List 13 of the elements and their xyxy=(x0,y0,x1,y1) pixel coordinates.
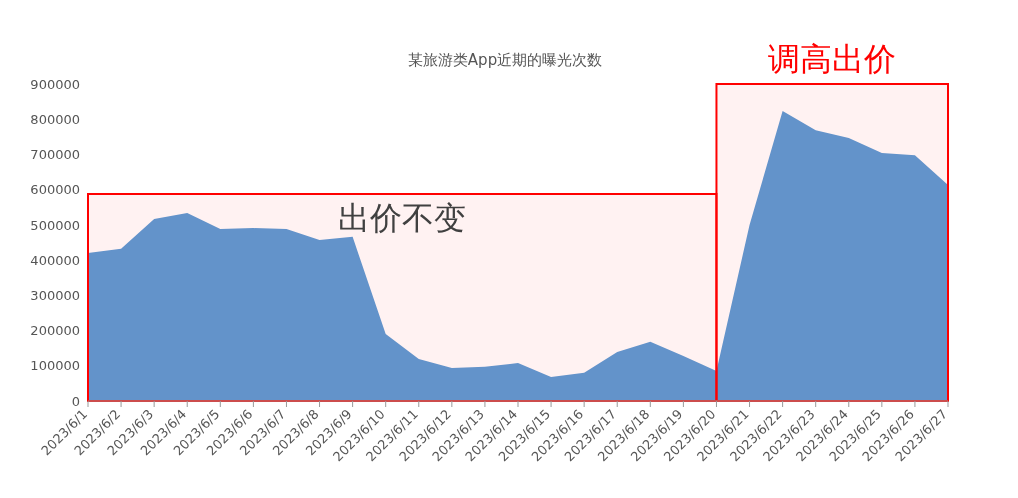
y-tick-label: 900000 xyxy=(30,76,80,92)
y-tick-label: 100000 xyxy=(30,358,80,374)
chart-title: 某旅游类App近期的曝光次数 xyxy=(407,51,603,69)
y-tick-label: 0 xyxy=(71,393,80,409)
y-tick-label: 300000 xyxy=(30,287,80,303)
band-label: 出价不变 xyxy=(338,198,467,237)
y-tick-label: 200000 xyxy=(30,323,80,339)
band-label: 调高出价 xyxy=(768,40,897,78)
y-tick-label: 700000 xyxy=(30,147,80,163)
y-tick-label: 800000 xyxy=(30,111,80,127)
y-tick-label: 500000 xyxy=(30,217,80,233)
y-tick-label: 600000 xyxy=(30,182,80,198)
y-tick-label: 400000 xyxy=(30,252,80,268)
